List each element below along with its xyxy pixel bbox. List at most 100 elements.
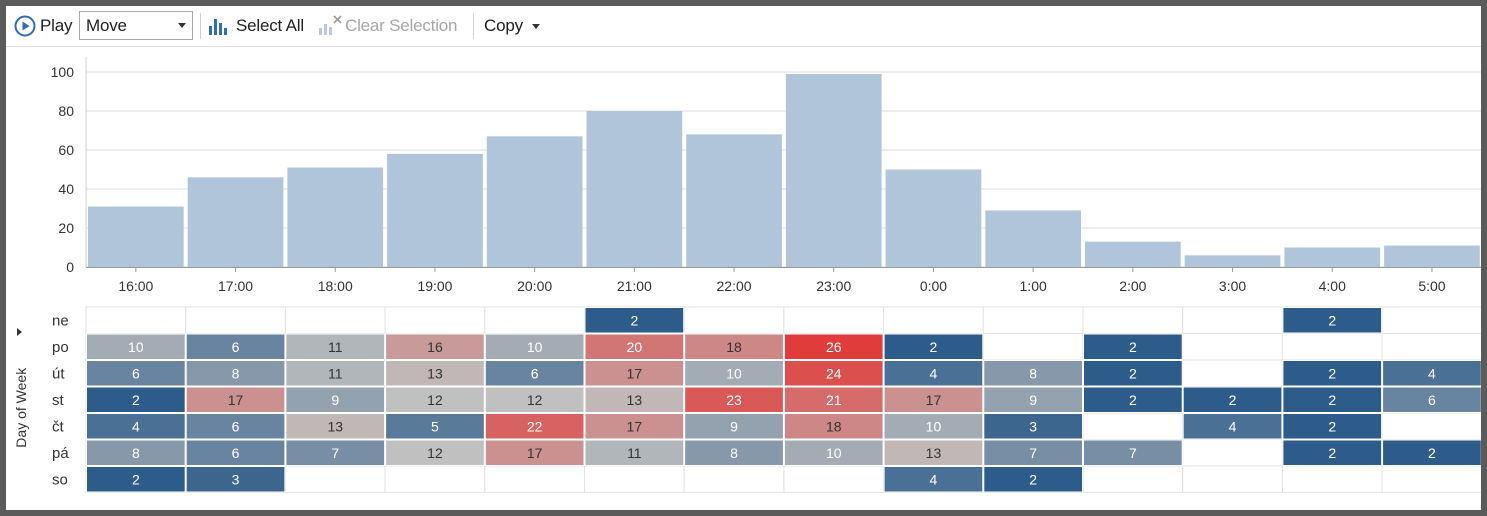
- heatmap-cell[interactable]: [86, 333, 186, 360]
- bar[interactable]: [885, 169, 982, 268]
- heatmap-cell[interactable]: [1382, 439, 1481, 466]
- heatmap-cell[interactable]: [1083, 439, 1183, 466]
- heatmap-cell[interactable]: [385, 333, 485, 360]
- heatmap-cell[interactable]: [783, 413, 884, 440]
- heatmap-cell[interactable]: [86, 466, 186, 493]
- heatmap-cell[interactable]: [1382, 386, 1481, 413]
- heatmap-cell[interactable]: [484, 413, 585, 440]
- mode-select[interactable]: Move: [79, 11, 193, 40]
- bar[interactable]: [1384, 245, 1480, 267]
- heatmap-cell[interactable]: [285, 360, 386, 387]
- heatmap-cell-label: 26: [826, 339, 842, 355]
- clear-selection-button[interactable]: Clear Selection: [317, 6, 457, 46]
- heatmap-cell-label: 10: [726, 365, 742, 381]
- heatmap-cell[interactable]: [883, 439, 984, 466]
- heatmap-cell-label: 2: [1328, 418, 1336, 434]
- bar[interactable]: [88, 206, 184, 267]
- heatmap-cell[interactable]: [783, 360, 884, 387]
- bar[interactable]: [287, 167, 384, 267]
- heatmap-cell[interactable]: [1282, 386, 1383, 413]
- heatmap-cell[interactable]: [684, 413, 784, 440]
- heatmap-cell[interactable]: [1182, 386, 1283, 413]
- heatmap-cell[interactable]: [684, 439, 784, 466]
- heatmap-cell-label: 8: [730, 445, 738, 461]
- heatmap-cell[interactable]: [185, 360, 286, 387]
- heatmap-cell[interactable]: [783, 386, 884, 413]
- heatmap-cell[interactable]: [584, 386, 685, 413]
- heatmap-cell[interactable]: [684, 360, 784, 387]
- heatmap-cell[interactable]: [385, 413, 485, 440]
- bar[interactable]: [586, 111, 683, 267]
- heatmap-cell[interactable]: [86, 413, 186, 440]
- heatmap-cell-empty: [1182, 439, 1283, 467]
- heatmap-cell[interactable]: [285, 386, 386, 413]
- heatmap-cell[interactable]: [185, 386, 286, 413]
- heatmap-cell-label: 13: [327, 418, 343, 434]
- heatmap-cell[interactable]: [484, 439, 585, 466]
- heatmap-cell[interactable]: [185, 413, 286, 440]
- heatmap-cell-empty: [1182, 333, 1283, 361]
- heatmap-cell[interactable]: [185, 333, 286, 360]
- heatmap-cell[interactable]: [1083, 360, 1183, 387]
- bar[interactable]: [1284, 247, 1381, 268]
- heatmap-cell[interactable]: [185, 439, 286, 466]
- heatmap-cell[interactable]: [86, 439, 186, 466]
- heatmap-cell[interactable]: [883, 333, 984, 360]
- heatmap-cell[interactable]: [1382, 360, 1481, 387]
- heatmap-cell[interactable]: [385, 386, 485, 413]
- bar[interactable]: [387, 153, 483, 267]
- bar[interactable]: [985, 210, 1081, 267]
- heatmap-cell[interactable]: [484, 333, 585, 360]
- heatmap-cell[interactable]: [584, 439, 685, 466]
- heatmap-cell[interactable]: [584, 307, 685, 334]
- bar[interactable]: [1085, 241, 1181, 267]
- bar[interactable]: [686, 134, 782, 267]
- heatmap-cell[interactable]: [983, 360, 1083, 387]
- select-all-button[interactable]: Select All: [207, 6, 304, 46]
- heatmap-cell[interactable]: [385, 360, 485, 387]
- bar[interactable]: [1184, 255, 1281, 267]
- heatmap-cell[interactable]: [285, 413, 386, 440]
- heatmap-cell[interactable]: [1083, 333, 1183, 360]
- heatmap-cell[interactable]: [883, 466, 984, 493]
- heatmap-cell[interactable]: [385, 439, 485, 466]
- x-tick-label: 18:00: [318, 278, 353, 294]
- heatmap-cell[interactable]: [783, 439, 884, 466]
- heatmap-cell[interactable]: [983, 413, 1083, 440]
- heatmap-cell[interactable]: [285, 333, 386, 360]
- heatmap-cell[interactable]: [185, 466, 286, 493]
- heatmap-cell[interactable]: [584, 360, 685, 387]
- heatmap-cell[interactable]: [484, 360, 585, 387]
- bar[interactable]: [785, 73, 882, 267]
- heatmap-cell[interactable]: [883, 413, 984, 440]
- heatmap-cell[interactable]: [1282, 307, 1383, 334]
- bar[interactable]: [486, 136, 583, 267]
- heatmap-cell-label: 4: [930, 365, 938, 381]
- heatmap-cell[interactable]: [1182, 413, 1283, 440]
- heatmap-cell[interactable]: [1083, 386, 1183, 413]
- heatmap-cell[interactable]: [684, 386, 784, 413]
- heatmap-cell[interactable]: [1282, 360, 1383, 387]
- heatmap-cell[interactable]: [484, 386, 585, 413]
- heatmap-cell-label: 2: [1428, 445, 1436, 461]
- bar[interactable]: [187, 177, 284, 267]
- heatmap-cell[interactable]: [783, 333, 884, 360]
- heatmap-cell[interactable]: [285, 439, 386, 466]
- heatmap-cell[interactable]: [1282, 439, 1383, 466]
- play-button[interactable]: Play: [14, 6, 72, 46]
- heatmap-cell-label: 18: [826, 418, 842, 434]
- heatmap-cell[interactable]: [1282, 413, 1383, 440]
- expand-arrow-icon[interactable]: [17, 328, 22, 336]
- heatmap-cell[interactable]: [86, 360, 186, 387]
- heatmap-cell[interactable]: [983, 386, 1083, 413]
- heatmap-cell[interactable]: [883, 386, 984, 413]
- copy-button[interactable]: Copy: [484, 6, 540, 46]
- heatmap-cell[interactable]: [86, 386, 186, 413]
- heatmap-cell[interactable]: [584, 333, 685, 360]
- heatmap-cell[interactable]: [983, 439, 1083, 466]
- heatmap-cell[interactable]: [983, 466, 1083, 493]
- heatmap-cell[interactable]: [883, 360, 984, 387]
- heatmap-cell[interactable]: [584, 413, 685, 440]
- heatmap-cell[interactable]: [684, 333, 784, 360]
